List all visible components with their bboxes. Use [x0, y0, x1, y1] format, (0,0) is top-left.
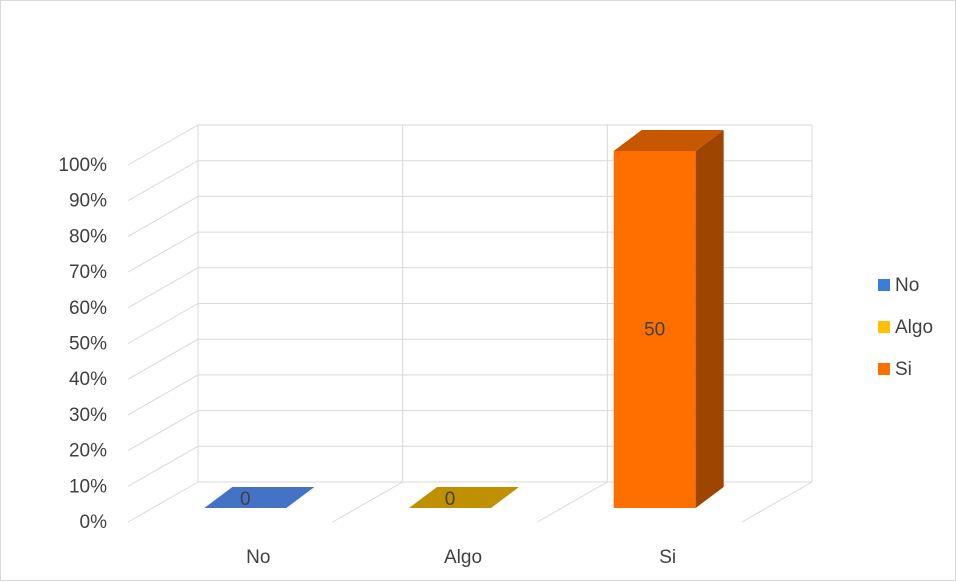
x-tick-label: Si	[659, 547, 676, 568]
side-gridline	[127, 445, 199, 487]
y-tick-label: 100%	[58, 155, 107, 176]
floor-divider	[741, 481, 813, 523]
side-gridline	[127, 124, 199, 166]
bar-top	[613, 130, 724, 151]
legend-label: Si	[895, 359, 912, 380]
y-tick-label: 10%	[69, 476, 107, 497]
y-tick-label: 60%	[69, 298, 107, 319]
side-gridline	[127, 338, 199, 380]
y-tick-label: 90%	[69, 191, 107, 212]
floor-divider	[332, 481, 403, 523]
x-tick-label: No	[246, 547, 270, 568]
side-gridline	[127, 410, 199, 452]
y-tick-label: 40%	[69, 369, 107, 390]
legend-swatch	[878, 279, 890, 291]
bar-flat	[409, 487, 519, 508]
legend-swatch	[878, 321, 890, 333]
bar-flat	[204, 487, 315, 508]
side-gridline	[127, 160, 199, 202]
y-tick-label: 70%	[69, 262, 107, 283]
y-tick-label: 20%	[69, 441, 107, 462]
y-tick-label: 0%	[80, 512, 108, 533]
data-label: 0	[240, 489, 251, 510]
side-gridline	[127, 231, 199, 273]
bar-side	[695, 130, 724, 508]
floor-divider	[537, 481, 608, 523]
legend-label: No	[895, 275, 919, 296]
y-tick-label: 30%	[69, 405, 107, 426]
bar-front	[613, 151, 696, 508]
y-tick-label: 50%	[69, 334, 107, 355]
x-tick-label: Algo	[444, 547, 482, 568]
side-gridline	[127, 303, 199, 344]
y-tick-label: 80%	[69, 226, 107, 247]
side-gridline	[127, 267, 199, 309]
side-gridline	[127, 481, 199, 523]
side-gridline	[127, 195, 199, 237]
legend-swatch	[878, 363, 890, 375]
legend-label: Algo	[895, 317, 933, 338]
side-gridline	[127, 374, 199, 416]
data-label: 0	[445, 489, 456, 510]
data-label: 50	[644, 320, 665, 341]
